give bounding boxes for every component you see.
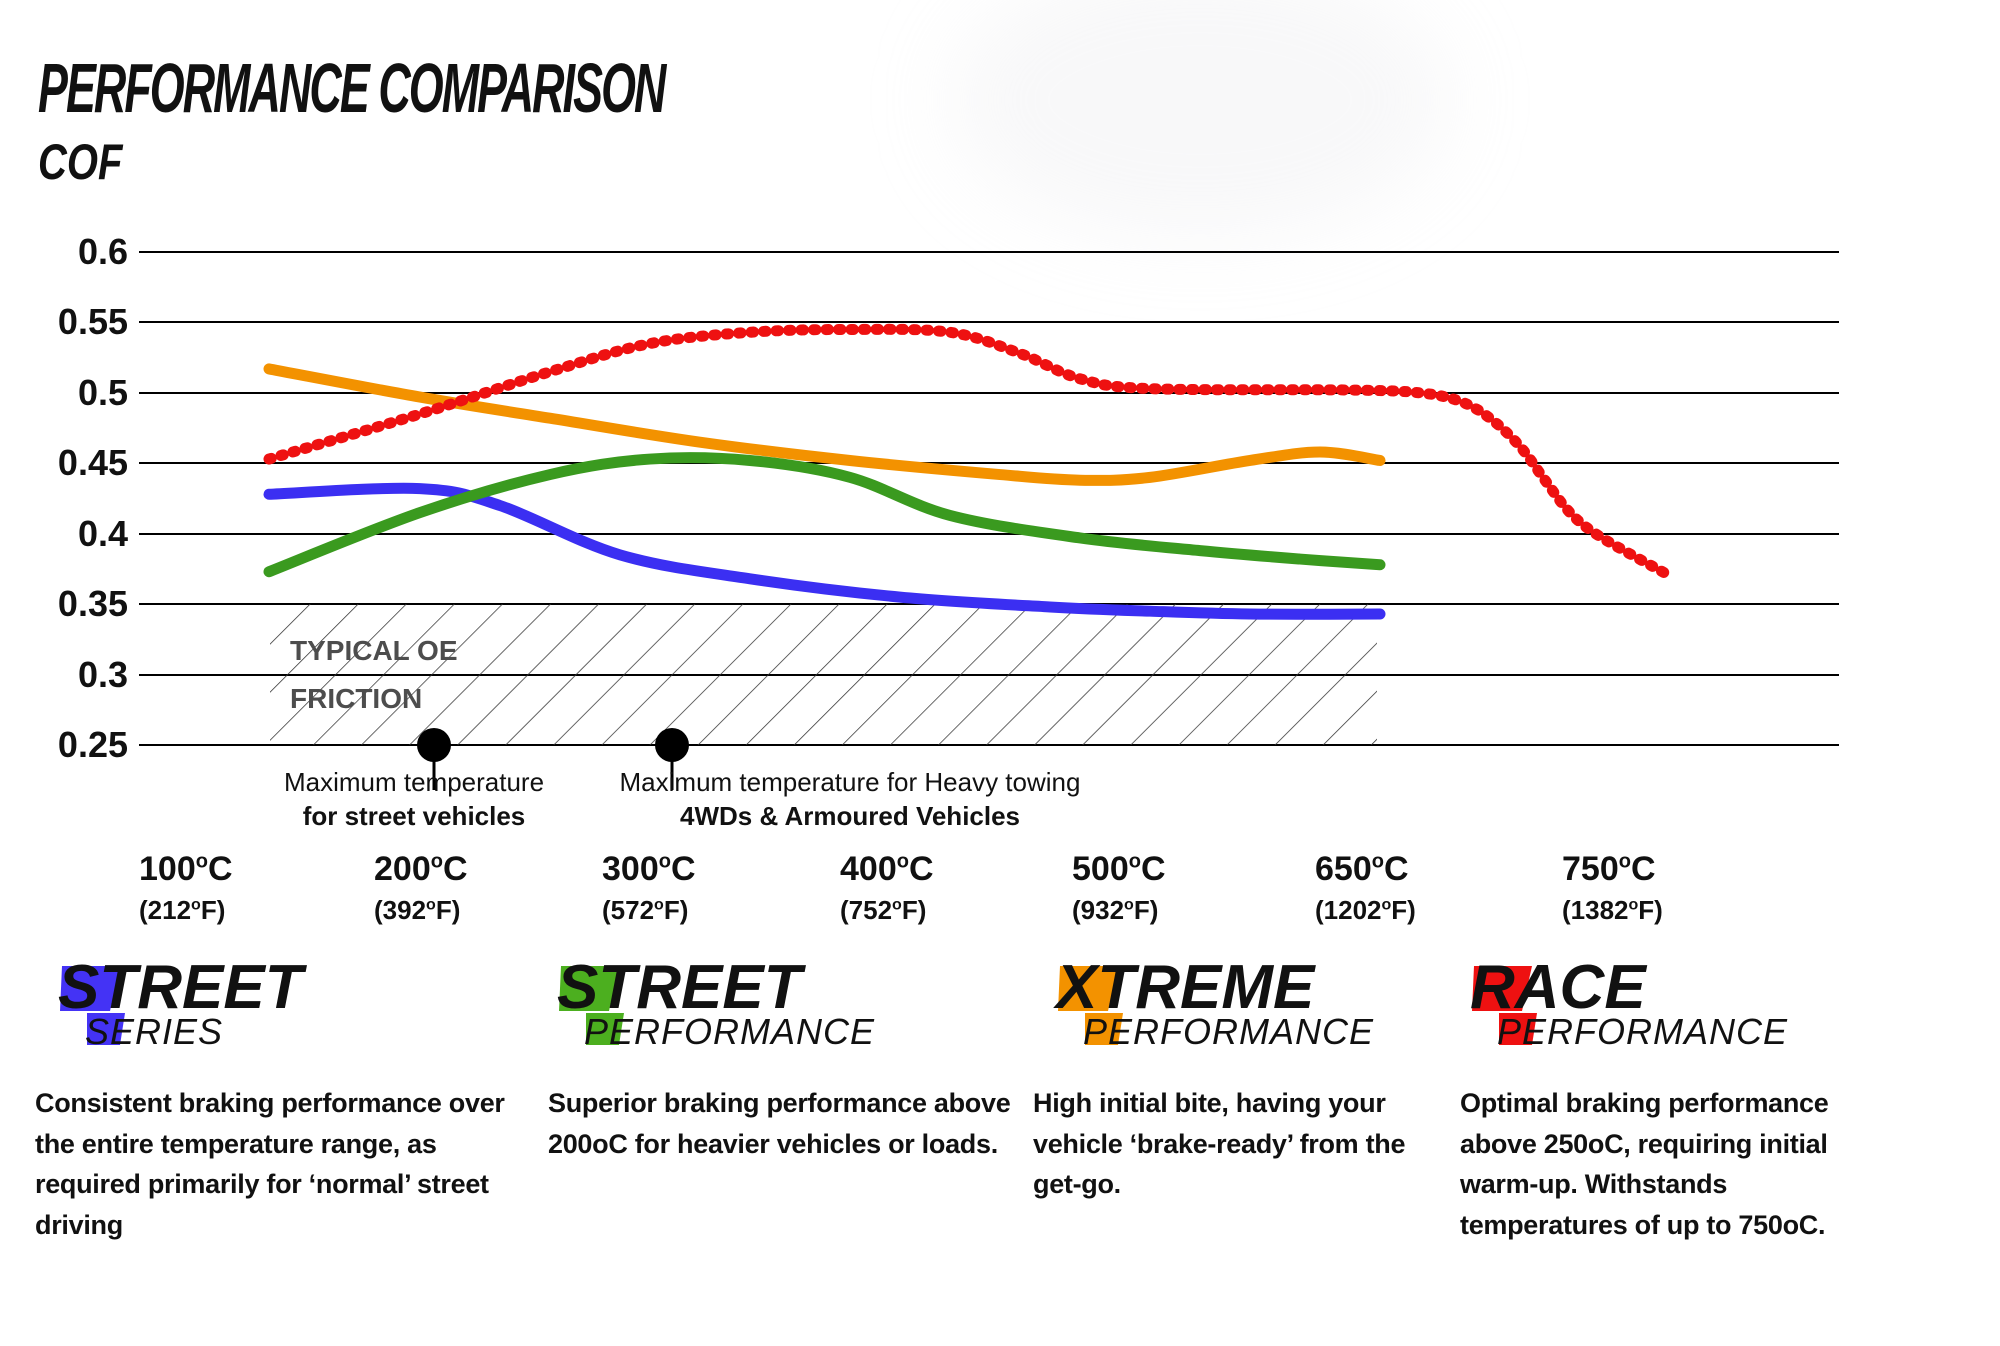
- svg-text:SERIES: SERIES: [85, 1011, 223, 1052]
- svg-text:PERFORMANCE: PERFORMANCE: [1497, 1011, 1788, 1052]
- svg-text:PERFORMANCE: PERFORMANCE: [1083, 1011, 1374, 1052]
- svg-text:PERFORMANCE: PERFORMANCE: [584, 1011, 875, 1052]
